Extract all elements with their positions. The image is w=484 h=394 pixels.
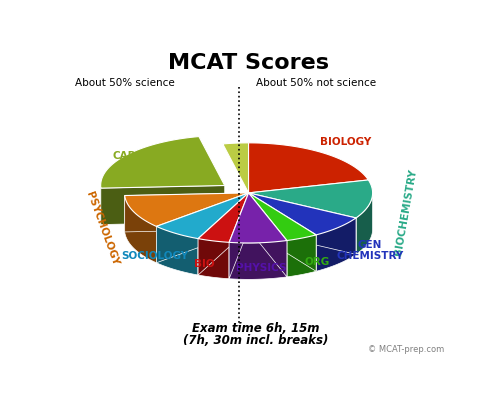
Polygon shape xyxy=(316,218,355,271)
Text: GEN
CHEMISTRY: GEN CHEMISTRY xyxy=(336,240,403,261)
Polygon shape xyxy=(248,193,355,235)
Polygon shape xyxy=(248,193,287,277)
Polygon shape xyxy=(248,193,355,255)
Polygon shape xyxy=(101,137,224,188)
Polygon shape xyxy=(197,193,248,275)
Text: © MCAT-prep.com: © MCAT-prep.com xyxy=(367,345,444,353)
Polygon shape xyxy=(124,193,248,227)
Text: BIO: BIO xyxy=(194,259,214,269)
Text: PSYCHOLOGY: PSYCHOLOGY xyxy=(84,190,120,267)
Text: About 50% science: About 50% science xyxy=(75,78,174,87)
Polygon shape xyxy=(156,193,248,263)
Polygon shape xyxy=(101,186,224,225)
Text: BIOCHEMISTRY: BIOCHEMISTRY xyxy=(393,168,418,256)
Polygon shape xyxy=(222,143,248,193)
Polygon shape xyxy=(355,193,372,255)
Polygon shape xyxy=(156,193,248,239)
Polygon shape xyxy=(197,193,248,275)
Text: SOCIOLOGY: SOCIOLOGY xyxy=(121,251,188,261)
Text: BIOLOGY: BIOLOGY xyxy=(319,137,370,147)
Polygon shape xyxy=(248,193,316,240)
Polygon shape xyxy=(228,193,248,279)
Text: (7h, 30m incl. breaks): (7h, 30m incl. breaks) xyxy=(183,334,328,347)
Text: About 50% not science: About 50% not science xyxy=(256,78,376,87)
Text: MCAT Scores: MCAT Scores xyxy=(168,53,328,73)
Polygon shape xyxy=(248,143,368,193)
Polygon shape xyxy=(228,193,287,243)
Polygon shape xyxy=(228,240,287,279)
Polygon shape xyxy=(248,193,355,255)
Text: Exam time 6h, 15m: Exam time 6h, 15m xyxy=(192,322,319,335)
Polygon shape xyxy=(248,180,372,218)
Text: ORG: ORG xyxy=(303,256,329,267)
Polygon shape xyxy=(248,193,316,271)
Polygon shape xyxy=(197,193,248,242)
Polygon shape xyxy=(124,195,156,263)
Text: PHYSICS: PHYSICS xyxy=(235,263,286,273)
Text: CARS: CARS xyxy=(113,151,144,161)
Polygon shape xyxy=(248,193,316,271)
Polygon shape xyxy=(248,193,287,277)
Polygon shape xyxy=(156,193,248,263)
Polygon shape xyxy=(156,227,197,275)
Polygon shape xyxy=(197,239,228,279)
Polygon shape xyxy=(228,193,248,279)
Polygon shape xyxy=(124,193,248,232)
Polygon shape xyxy=(287,235,316,277)
